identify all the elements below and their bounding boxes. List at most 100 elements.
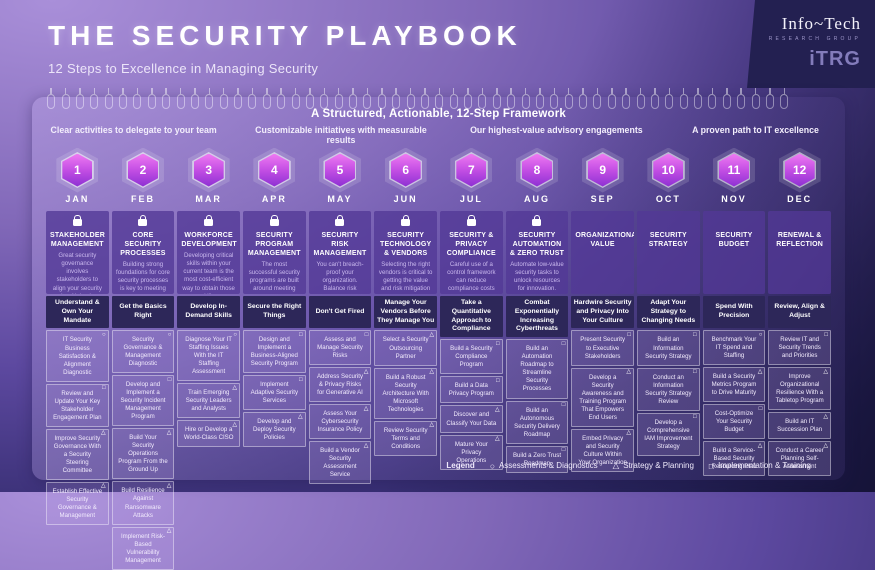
task-card[interactable]: □ Develop a Comprehensive IAM Improvement… [637,412,700,456]
task-card[interactable]: □ Build a Data Privacy Program [440,376,503,404]
theme-card: Review, Align & Adjust [768,296,831,328]
binding-ring [679,88,688,109]
step-number: 12 [792,163,807,177]
category-description: You can't breach-proof your organization… [316,260,364,294]
task-card[interactable]: △ Build a Service-Based Security Resourci… [702,441,766,477]
legend-item: ○ Assessments & Diagnostics [489,460,598,471]
task-card[interactable]: ○ Security Governance & Management Diagno… [111,330,175,374]
task-card[interactable]: ○ Benchmark Your IT Spend and Staffing [702,330,766,366]
triangle-icon: △ [363,405,369,412]
task-card[interactable]: △ Embed Privacy and Security Culture With… [571,428,634,472]
triangle-icon: △ [166,528,172,535]
square-icon: □ [561,447,566,454]
research-group-label: RESEARCH GROUP [768,36,861,42]
task-card[interactable]: □ Implement Adaptive Security Services [243,375,306,411]
binding-ring [492,88,501,109]
binding-ring [449,88,458,109]
task-card[interactable]: △ Mature Your Privacy Operations [440,434,503,470]
task-card[interactable]: △ Build a Robust Security Architecture Wi… [374,367,437,419]
theme-card: Take a Quantitative Approach to Complian… [440,296,503,338]
triangle-icon: △ [166,482,172,489]
square-icon: □ [708,460,715,471]
task-card[interactable]: □ Conduct an Information Security Strateg… [637,367,700,411]
month-label: FEB [130,194,155,204]
category-card: RENEWAL & REFLECTION [768,211,831,294]
task-card[interactable]: △ Assess Your Cybersecurity Insurance Pol… [308,404,372,440]
month-label: AUG [523,194,550,204]
task-card[interactable]: ○ Diagnose Your IT Staffing Issues With t… [177,330,240,382]
task-card[interactable]: △ Build an IT Succession Plan [768,412,831,440]
lock-placeholder [707,217,762,231]
task-card[interactable]: □ Build an Automation Roadmap to Streamli… [505,339,569,399]
step-number: 9 [599,163,606,177]
task-card[interactable]: △ Address Security & Privacy Risks for Ge… [308,367,372,403]
task-card[interactable]: △ Establish Effective Security Governance… [46,481,109,526]
task-card[interactable]: △ Develop a Security Awareness and Traini… [571,367,634,427]
task-card[interactable]: □ Build a Security Compliance Program [440,339,503,375]
theme-card: Don't Get Fired [308,296,372,328]
binding-ring [262,88,271,109]
binding-ring [392,88,401,109]
task-card[interactable]: △ Build a Vendor Security Assessment Serv… [308,441,372,485]
binding-ring [90,88,99,109]
task-card[interactable]: □ Build a Zero Trust Roadmap [505,445,569,473]
theme-card: Develop In-Demand Skills [177,296,240,328]
task-card[interactable]: □ Assess and Manage Security Risks [308,330,372,366]
task-card[interactable]: △ Build Resilience Against Ransomware Att… [111,481,175,525]
benefit-customizable: Customizable initiatives with measurable… [255,125,427,145]
task-card[interactable]: △ Hire or Develop a World-Class CISO [177,420,240,448]
binding-ring [650,88,659,109]
triangle-icon: △ [429,369,434,376]
binding-ring [334,88,343,109]
theme-card: Manage Your Vendors Before They Manage Y… [374,296,437,329]
page-header: THE SECURITY PLAYBOOK 12 Steps to Excell… [48,20,522,76]
circle-icon: ○ [102,331,106,338]
task-card[interactable]: □ Build an Autonomous Security Delivery R… [505,400,569,444]
page-subtitle: 12 Steps to Excellence in Managing Secur… [48,61,319,76]
task-card[interactable]: □ Develop and Implement a Security Incide… [111,375,175,427]
legend-item: □ Implementation & Training [708,460,811,471]
step-hexagon: 7 [440,147,503,193]
step-hexagon: 1 [46,147,109,193]
task-card[interactable]: △ Build Your Security Operations Program … [111,428,175,480]
step-number: 11 [727,163,741,177]
task-card[interactable]: □ Review IT and Security Trends and Prior… [768,330,831,366]
month-column-aug: 8 AUG SECURITY AUTOMATION & ZERO TRUST Auto… [505,147,569,570]
lock-placeholder [641,217,696,231]
task-card[interactable]: △ Implement Risk-Based Vulnerability Mana… [111,526,175,570]
square-icon: □ [824,331,828,338]
task-card[interactable]: ○ IT Security Business Satisfaction & Ali… [46,330,109,382]
task-card[interactable]: □ Review and Update Your Key Stakeholder … [46,383,109,427]
category-title: STAKEHOLDER MANAGEMENT [50,231,105,248]
month-column-jun: 6 JUN SECURITY TECHNOLOGY & VENDORS Selecti… [374,147,437,570]
binding-ring [535,88,544,109]
month-label: MAY [327,194,353,204]
months-grid: 1 JAN STAKEHOLDER MANAGEMENT Great security… [32,145,845,570]
category-card: SECURITY STRATEGY [637,211,700,294]
task-card[interactable]: △ Train Emerging Security Leaders and Ana… [177,383,240,419]
step-number: 2 [139,163,147,177]
task-card[interactable]: □ Cost-Optimize Your Security Budget [702,404,766,440]
triangle-icon: △ [823,368,828,375]
task-card[interactable]: △ Review Security Terms and Conditions [374,420,437,456]
task-card[interactable]: △ Improve Organizational Resilience With … [768,367,831,411]
benefits-row: Clear activities to delegate to your tea… [32,125,845,145]
category-description: The most successful security programs ar… [248,260,300,294]
task-card[interactable]: □ Design and Implement a Business-Aligned… [243,330,306,374]
triangle-icon: △ [166,429,172,436]
task-card[interactable]: △ Discover and Classify Your Data [440,405,503,433]
task-card[interactable]: □ Present Security to Executive Stakehold… [571,330,634,366]
task-card[interactable]: △ Develop and Deploy Security Policies [243,412,306,448]
step-number: 10 [661,163,675,177]
binding-ring [593,88,602,109]
task-card[interactable]: △ Improve Security Governance With a Secu… [46,428,109,480]
task-card[interactable]: △ Build a Security Metrics Program to Dri… [702,367,766,403]
task-card[interactable]: △ Conduct a Career Planning Self-Assessme… [768,441,831,477]
category-card: WORKFORCE DEVELOPMENT Developing critical… [177,211,240,294]
task-card[interactable]: □ Build an Information Security Strategy [637,330,700,366]
step-number: 7 [467,163,475,177]
binding-ring [550,88,559,109]
binding-ring [349,88,358,109]
task-card[interactable]: △ Select a Security Outsourcing Partner [374,330,437,366]
triangle-icon: △ [101,483,106,490]
